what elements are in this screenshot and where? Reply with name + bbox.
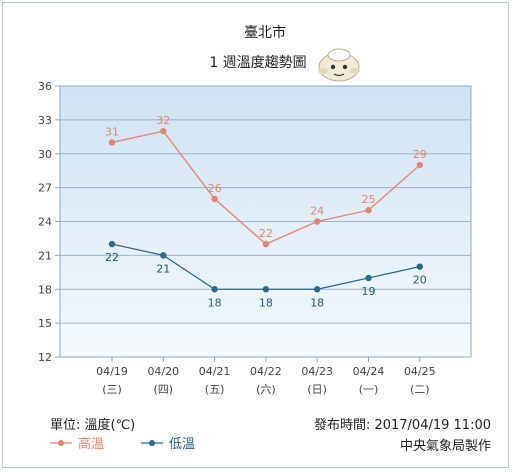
data-point-low <box>262 286 270 293</box>
x-tick-weekday: (六) <box>256 383 276 396</box>
data-label-high: 26 <box>208 182 222 195</box>
y-tick-label: 24 <box>38 216 52 229</box>
chart-frame: 臺北市 1 週溫度趨勢圖 12 15 18 21 24 27 30 33 36 04/19 (三)… <box>2 2 509 468</box>
data-label-low: 21 <box>156 262 170 275</box>
x-tick-label: 04/20 <box>147 365 179 378</box>
data-label-low: 18 <box>208 296 222 309</box>
y-tick-label: 36 <box>38 80 52 93</box>
x-tick-weekday: (五) <box>205 383 225 396</box>
x-tick-weekday: (二) <box>410 383 430 396</box>
producer-label: 中央氣象局製作 <box>400 439 491 454</box>
data-point-low <box>108 240 116 248</box>
data-point-low <box>416 263 423 270</box>
data-point-low <box>160 252 167 259</box>
data-point-high <box>314 218 321 225</box>
x-tick-label: 04/24 <box>353 365 385 378</box>
y-tick-label: 33 <box>38 114 52 127</box>
y-tick-label: 30 <box>38 148 52 161</box>
legend: 高溫 低溫 <box>50 436 195 452</box>
x-tick-weekday: (四) <box>154 383 174 396</box>
issued-time: 發布時間: 2017/04/19 11:00 <box>314 418 491 433</box>
x-tick-label: 04/21 <box>199 365 231 378</box>
y-tick-label: 27 <box>38 182 52 195</box>
legend-label-high: 高溫 <box>78 436 104 452</box>
x-tick-weekday: (日) <box>307 383 327 396</box>
x-tick-weekday: (一) <box>359 383 379 396</box>
y-tick-label: 18 <box>38 283 52 296</box>
x-tick-label: 04/19 <box>96 365 128 378</box>
data-point-high <box>365 207 372 214</box>
data-label-low: 18 <box>259 296 273 309</box>
data-point-high <box>211 195 218 203</box>
unit-label: 單位: 溫度(℃) <box>50 417 135 433</box>
x-axis: 04/19 (三) 04/20 (四) 04/21 (五) 04/22 (六) 04/23 (日)… <box>96 357 436 396</box>
series-layer: 31 32 26 22 24 25 29 22 21 18 18 18 19 20 <box>105 114 427 309</box>
x-tick-label: 04/23 <box>301 365 333 378</box>
y-tick-label: 15 <box>38 317 52 330</box>
chart-title: 臺北市 <box>244 24 286 41</box>
data-point-low <box>211 286 218 293</box>
data-point-high <box>108 139 116 146</box>
data-point-high <box>160 127 167 135</box>
data-label-high: 22 <box>259 227 273 240</box>
data-label-low: 19 <box>362 285 376 298</box>
data-label-low: 22 <box>105 251 119 264</box>
y-tick-label: 21 <box>38 249 52 262</box>
data-label-high: 29 <box>413 148 427 161</box>
data-label-high: 32 <box>156 114 170 127</box>
data-label-high: 25 <box>362 193 376 206</box>
cloud-mascot-icon <box>318 48 360 82</box>
gridlines <box>60 119 471 324</box>
data-point-high <box>416 161 423 169</box>
x-tick-label: 04/25 <box>404 365 436 378</box>
data-label-high: 24 <box>310 205 324 218</box>
chart-subtitle: 1 週溫度趨勢圖 <box>209 55 306 71</box>
legend-item-high: 高溫 <box>50 436 104 452</box>
data-point-high <box>262 240 270 248</box>
x-tick-label: 04/22 <box>250 365 282 378</box>
legend-item-low: 低溫 <box>141 437 195 452</box>
x-tick-weekday: (三) <box>102 383 122 396</box>
legend-label-low: 低溫 <box>169 437 195 452</box>
data-label-low: 20 <box>413 274 427 287</box>
data-point-low <box>365 274 372 282</box>
y-axis: 12 15 18 21 24 27 30 33 36 <box>38 80 60 364</box>
temperature-chart: 臺北市 1 週溫度趨勢圖 12 15 18 21 24 27 30 33 36 04/19 (三)… <box>38 24 491 454</box>
data-label-low: 18 <box>310 296 324 309</box>
y-tick-label: 12 <box>38 351 52 364</box>
data-label-high: 31 <box>105 125 119 138</box>
data-point-low <box>314 286 321 293</box>
